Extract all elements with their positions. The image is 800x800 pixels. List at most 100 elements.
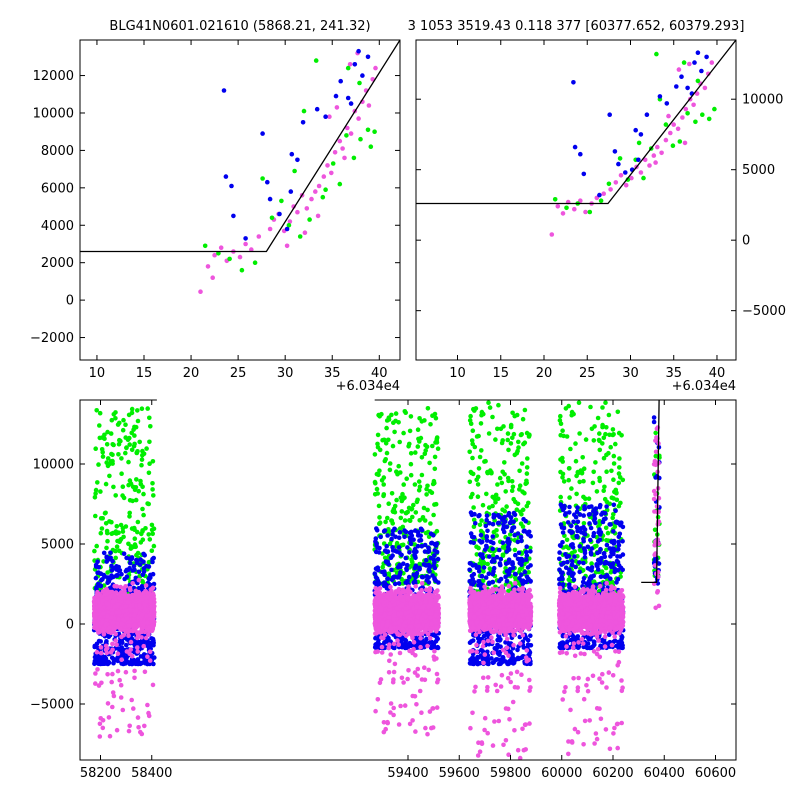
green-data-point [402, 409, 408, 414]
violet-data-point [408, 602, 414, 607]
blue-data-point [398, 570, 403, 575]
violet-data-point [218, 245, 224, 250]
blue-data-point [679, 74, 684, 79]
blue-data-point [114, 564, 119, 569]
blue-data-point [231, 213, 236, 219]
green-data-point [401, 430, 406, 436]
violet-data-point [434, 629, 439, 634]
violet-data-point [666, 113, 671, 119]
violet-data-point [131, 627, 137, 633]
violet-data-point [302, 230, 308, 235]
green-data-point [480, 502, 486, 508]
green-data-point [408, 461, 414, 467]
violet-data-point [399, 602, 405, 608]
blue-data-point [372, 645, 378, 650]
green-data-point [376, 472, 381, 478]
violet-data-point [142, 602, 148, 608]
violet-data-point [131, 618, 137, 624]
blue-data-point [124, 567, 130, 573]
violet-data-point [430, 725, 436, 730]
violet-data-point [210, 275, 215, 281]
green-data-point [110, 458, 115, 464]
blue-data-point [148, 575, 153, 580]
blue-data-point [150, 571, 156, 577]
violet-data-point [110, 599, 116, 604]
violet-data-point [424, 593, 430, 598]
violet-data-point [419, 677, 425, 682]
blue-data-point [152, 655, 157, 660]
blue-data-point [402, 534, 407, 540]
violet-data-point [116, 609, 122, 615]
green-data-point [416, 479, 422, 484]
blue-data-point [623, 170, 628, 175]
violet-data-point [104, 587, 110, 593]
green-data-point [136, 488, 141, 494]
green-data-point [134, 477, 139, 482]
violet-data-point [198, 289, 203, 295]
violet-data-point [422, 665, 427, 670]
violet-data-point [295, 209, 300, 215]
green-data-point [380, 437, 385, 443]
blue-data-point [131, 657, 137, 663]
green-data-point [330, 161, 336, 166]
blue-data-point [101, 550, 107, 556]
blue-data-point [267, 196, 273, 202]
green-data-point [111, 412, 117, 417]
violet-data-point [432, 657, 437, 662]
blue-data-point [432, 553, 437, 558]
green-data-point [432, 502, 437, 507]
violet-data-point [110, 641, 115, 647]
blue-data-point [137, 562, 143, 567]
violet-data-point [98, 650, 104, 656]
violet-data-point [150, 682, 156, 688]
violet-data-point [415, 673, 420, 678]
green-data-point [381, 482, 387, 487]
violet-data-point [92, 608, 98, 613]
green-data-point [307, 217, 312, 222]
green-data-point [495, 482, 500, 487]
violet-data-point [139, 635, 144, 640]
green-data-point [693, 119, 698, 125]
blue-data-point [105, 580, 110, 586]
violet-data-point [132, 622, 138, 628]
green-data-point [396, 420, 401, 425]
violet-data-point [391, 705, 397, 711]
blue-data-point [664, 101, 670, 106]
blue-data-point [314, 106, 320, 112]
blue-data-point [109, 563, 114, 569]
violet-data-point [107, 733, 113, 739]
green-data-point [313, 58, 319, 63]
green-data-point [413, 510, 419, 515]
violet-data-point [97, 734, 103, 739]
violet-data-point [105, 646, 110, 651]
violet-data-point [106, 715, 112, 720]
violet-data-point [139, 731, 145, 737]
violet-data-point [321, 174, 327, 179]
blue-data-point [223, 174, 229, 179]
blue-data-point [413, 555, 418, 561]
green-data-point [374, 486, 380, 492]
green-data-point [700, 112, 705, 117]
blue-data-point [141, 551, 146, 557]
violet-data-point [132, 668, 137, 674]
green-data-point [390, 443, 396, 449]
violet-data-point [399, 675, 405, 681]
blue-data-point [373, 566, 379, 571]
violet-data-point [366, 103, 372, 108]
violet-data-point [382, 612, 388, 618]
violet-data-point [399, 611, 404, 616]
violet-data-point [212, 252, 217, 258]
green-data-point [383, 519, 388, 525]
violet-data-point [378, 598, 384, 603]
violet-data-point [435, 679, 440, 685]
violet-data-point [237, 254, 243, 260]
blue-data-point [392, 574, 398, 579]
blue-data-point [348, 101, 354, 106]
violet-data-point [432, 648, 437, 654]
blue-data-point [431, 640, 437, 646]
green-data-point [126, 459, 131, 465]
green-data-point [432, 454, 438, 460]
violet-data-point [134, 608, 139, 613]
violet-data-point [392, 661, 398, 667]
blue-data-point [415, 533, 421, 538]
